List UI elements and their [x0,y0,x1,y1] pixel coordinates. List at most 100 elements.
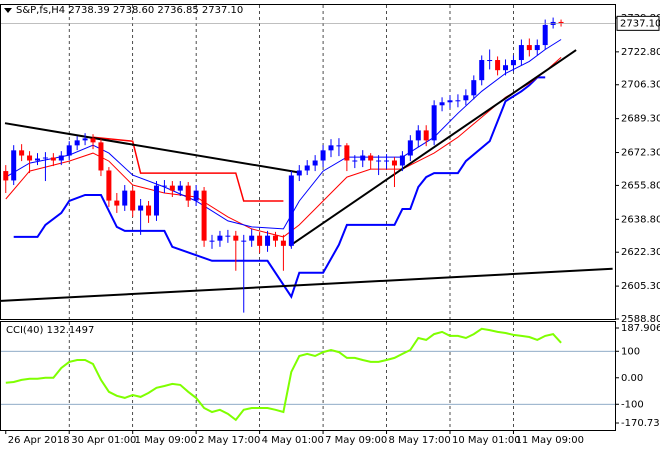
candle-body [27,155,33,161]
candle-body [296,170,302,176]
candle-body [11,150,17,181]
candle-body [455,100,461,102]
candle-body [82,138,88,141]
candle-body [376,160,382,162]
candle-body [122,190,128,206]
candle-body [241,240,247,242]
candle-body [193,190,199,201]
x-tick-label: 26 Apr 2018 [8,435,70,446]
candle-body [34,158,40,161]
overlay-line [13,76,546,299]
y-tick-label: 2638.80 [621,214,660,225]
candle-body [146,205,152,216]
candle-body [249,235,255,241]
candle-body [98,142,104,171]
candle-body [447,100,453,103]
candle-body [384,160,390,162]
candle-body [50,157,56,161]
candle-body [257,235,263,246]
candle-body [19,150,25,156]
candle-body [130,190,136,211]
candle-body [344,145,350,161]
overlay-line [5,39,562,230]
candle-body [360,155,366,161]
candle-body [153,185,159,216]
y-tick-label: -100 [621,399,644,410]
candle-body [265,235,271,246]
candle-body [185,185,191,201]
candle-body [225,235,231,237]
x-tick-label: 1 May 09:00 [135,435,197,446]
candle-body [399,155,405,166]
candle-body [233,235,239,241]
candle-body [161,185,167,187]
x-tick-label: 10 May 01:00 [452,435,521,446]
candle-body [114,200,120,206]
cci-line [5,327,562,422]
y-tick-label: -170.7363 [621,418,660,429]
candle-body [352,160,358,162]
candle-body [74,140,80,146]
overlay-line [5,57,562,238]
cci-panel-frame [0,321,616,431]
candle-body [431,105,437,141]
x-tick-label: 4 May 01:00 [262,435,324,446]
y-tick-label: 2689.30 [621,114,660,125]
candle-body [534,45,540,51]
menu-arrow [4,8,12,13]
candle-body [510,60,516,66]
candle-body [66,145,72,156]
x-tick-label: 7 May 09:00 [325,435,387,446]
last-price-box [616,15,660,31]
candle-body [304,165,310,171]
y-tick-label: 2605.30 [621,281,660,292]
overlay-line [0,267,613,302]
y-tick-label: 2588.80 [621,314,660,325]
candle-body [90,138,96,143]
candle-body [209,240,215,242]
x-tick-label: 8 May 17:00 [389,435,451,446]
overlay-line [289,49,577,247]
chart-title: S&P,fs,H4 2738.39 2738.60 2736.85 2737.1… [16,5,243,16]
candle-body [391,160,397,166]
candle-body [526,45,532,51]
candle-body [336,145,342,147]
candle-body [138,205,144,211]
indicator-title: CCI(40) 132.1497 [6,325,94,336]
y-tick-label: 187.9065 [621,323,660,334]
main-panel-frame [0,4,616,320]
candle-body [280,240,286,246]
candle-body [312,160,318,166]
y-tick-label: 0.00 [621,373,643,384]
last-price-label: 2737.10 [620,18,660,29]
candle-body [463,95,469,101]
overlay-line [92,136,284,202]
candle-body [503,65,509,71]
candle-body [177,185,183,191]
overlay-line [4,122,300,174]
candle-body [407,140,413,156]
candle-body [3,171,9,181]
candle-body [558,21,564,24]
candle-body [439,102,445,106]
candle-body [272,235,278,241]
candle-body [479,60,485,81]
candle-body [495,60,501,71]
candle-body [58,155,64,161]
candle-body [471,80,477,96]
candle-body [542,24,548,46]
candle-body [201,190,207,241]
x-tick-label: 11 May 09:00 [515,435,584,446]
y-tick-label: 2655.80 [621,180,660,191]
candle-body [42,157,48,159]
candle-body [217,235,223,241]
y-tick-label: 2706.30 [621,80,660,91]
candle-body [320,150,326,161]
candle-body [328,145,334,151]
y-tick-label: 2722.80 [621,47,660,58]
candle-body [288,175,294,246]
candle-body [106,170,112,201]
x-tick-label: 30 Apr 01:00 [71,435,136,446]
